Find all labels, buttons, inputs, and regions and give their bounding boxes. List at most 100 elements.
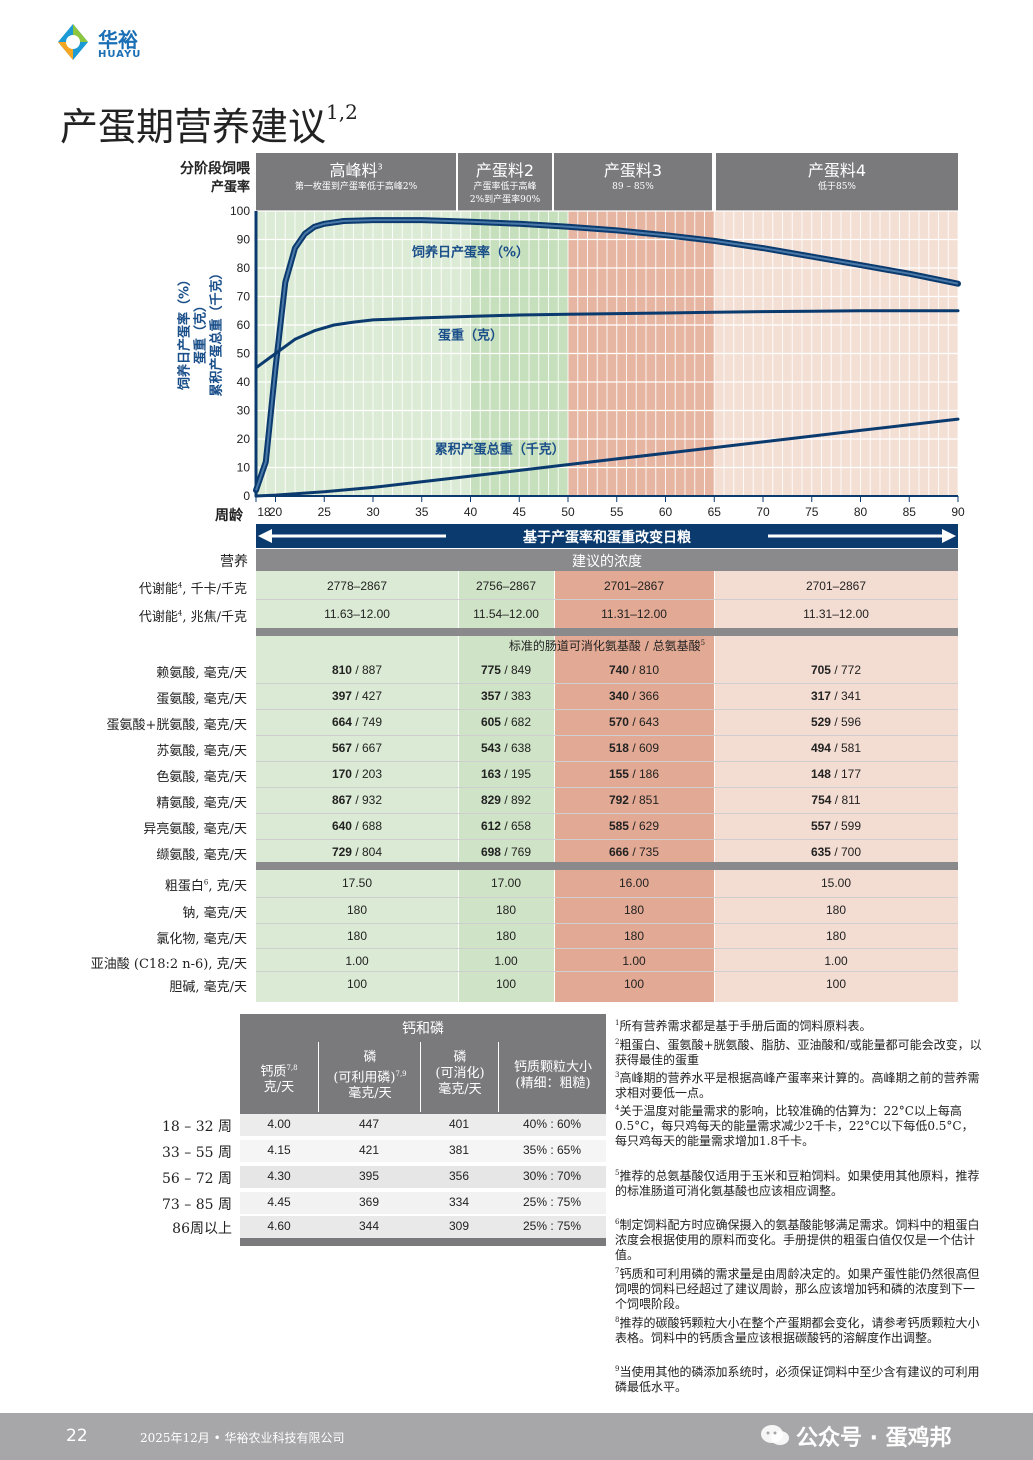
footnote-4: 4关于温度对能量需求的影响，比较准确的估算为：22°C以上每高0.5°C，每只鸡… [615, 1101, 985, 1149]
aa-value: 705 / 772 [810, 663, 862, 677]
ca-h-l2: (可利用磷) [333, 1070, 396, 1086]
aa-value: 729 / 804 [331, 845, 383, 859]
other-row-label: 亚油酸 (C18:2 n-6), 克/天 [90, 957, 247, 972]
ca-row [240, 1192, 606, 1214]
footnote-1: 1所有营养需求都是基于手册后面的饲料原料表。 [615, 1016, 985, 1034]
row-separator [256, 599, 958, 600]
series-line-3 [254, 417, 960, 498]
watermark-text: 公众号 · 蛋鸡邦 [796, 1426, 952, 1451]
energy-label-unit: , 千卡/千克 [182, 582, 247, 597]
y-tick-label: 90 [237, 233, 251, 247]
aa-value: 567 / 667 [331, 741, 383, 755]
energy-value: 2756–2867 [475, 579, 537, 593]
ca-row-label: 86周以上 [172, 1221, 232, 1237]
page-title: 产蛋期营养建议1,2 [60, 96, 358, 151]
ca-value: 25% : 75% [522, 1219, 582, 1233]
energy-label-sup: 4 [177, 581, 183, 590]
other-label-unit: , 克/天 [208, 879, 247, 894]
phase-label-1: 分阶段饲喂 [180, 161, 250, 177]
aa-value: 570 / 643 [608, 715, 660, 729]
ca-value: 30% : 70% [522, 1169, 582, 1183]
digestible-aa: 529 [810, 715, 831, 729]
other-row-label: 胆碱, 毫克/天 [169, 980, 247, 995]
footnote-text: 推荐的碳酸钙颗粒大小在整个产蛋期都会变化，请参考钙质颗粒大小表格。饲料中的钙质含… [615, 1316, 980, 1345]
aa-value: 155 / 186 [608, 767, 660, 781]
other-row-label: 氯化物, 毫克/天 [156, 932, 247, 947]
footnote-number: 4 [615, 1104, 620, 1112]
other-row-label: 粗蛋白6, 克/天 [165, 875, 247, 894]
total-aa: 735 [639, 845, 660, 859]
phase-4-desc: 低于85% [817, 182, 856, 192]
phase-header-4: 产蛋料4 低于85% [716, 153, 958, 211]
row-separator [256, 897, 958, 898]
footnote-text: 推荐的总氨基酸仅适用于玉米和豆粕饲料。如果使用其他原料，推荐的标准肠道可消化氨基… [615, 1169, 980, 1198]
aa-header-sup: 5 [700, 639, 706, 647]
x-tick-label: 40 [464, 505, 478, 519]
footnote-6: 6制定饲料配方时应确保摄入的氨基酸能够满足需求。饲料中的粗蛋白浓度会根据使用的原… [615, 1215, 985, 1263]
energy-row-label: 代谢能4, 千卡/千克 [139, 578, 247, 597]
footer-bar [0, 1413, 1033, 1460]
aa-value: 740 / 810 [608, 663, 660, 677]
other-value: 180 [825, 929, 847, 943]
aa-value: 148 / 177 [810, 767, 862, 781]
series-label: 饲养日产蛋率（%） [411, 245, 529, 261]
aa-value: 775 / 849 [480, 663, 532, 677]
row-separator [256, 787, 958, 788]
total-aa: 804 [362, 845, 383, 859]
total-aa: 177 [841, 767, 862, 781]
other-value: 100 [346, 977, 368, 991]
ca-row [240, 1140, 606, 1162]
other-value: 100 [623, 977, 645, 991]
phase-1-name: 高峰料 [329, 161, 378, 180]
y-tick-label: 60 [237, 318, 251, 332]
other-value: 180 [623, 929, 645, 943]
other-value: 100 [825, 977, 847, 991]
total-aa: 581 [841, 741, 862, 755]
ca-header-cell: 磷 (可消化) 毫克/天 [420, 1042, 499, 1112]
phase-2-name: 产蛋料2 [475, 161, 535, 180]
wechat-icon [761, 1425, 789, 1445]
total-aa: 682 [511, 715, 532, 729]
footnote-text: 制定饲料配方时应确保摄入的氨基酸能够满足需求。饲料中的粗蛋白浓度会根据使用的原料… [615, 1218, 980, 1262]
y-tick-label: 30 [237, 404, 251, 418]
footnote-9: 9当使用其他的磷添加系统时，必须保证饲料中至少含有建议的可利用磷最低水平。 [615, 1362, 985, 1395]
footnote-text: 当使用其他的磷添加系统时，必须保证饲料中至少含有建议的可利用磷最低水平。 [615, 1365, 980, 1394]
total-aa: 195 [511, 767, 532, 781]
aa-value: 792 / 851 [608, 793, 660, 807]
ca-value: 35% : 65% [522, 1143, 582, 1157]
aa-value: 518 / 609 [608, 741, 660, 755]
aa-value: 557 / 599 [810, 819, 862, 833]
digestible-aa: 317 [810, 689, 831, 703]
table-bg-col-3 [554, 571, 714, 1002]
ca-value: 25% : 75% [522, 1195, 582, 1209]
footnote-number: 9 [615, 1365, 620, 1373]
digestible-aa: 585 [608, 819, 629, 833]
total-aa: 849 [511, 663, 532, 677]
other-value: 1.00 [622, 954, 646, 968]
total-aa: 892 [511, 793, 532, 807]
aa-value: 340 / 366 [608, 689, 660, 703]
y-tick-label: 100 [230, 204, 250, 218]
phase-header-2: 产蛋料2 产蛋率低于高峰 2%到产蛋率90% [458, 153, 552, 211]
x-tick-label: 45 [513, 505, 527, 519]
energy-value: 11.63–12.00 [324, 607, 390, 621]
footnote-5: 5推荐的总氨基酸仅适用于玉米和豆粕饲料。如果使用其他原料，推荐的标准肠道可消化氨… [615, 1166, 985, 1199]
left-arrow-icon [258, 529, 446, 543]
aa-value: 163 / 195 [480, 767, 532, 781]
digestible-aa: 775 [480, 663, 501, 677]
total-aa: 811 [841, 793, 861, 807]
x-tick-label: 35 [415, 505, 429, 519]
aa-value: 543 / 638 [480, 741, 532, 755]
footnote-number: 7 [615, 1267, 620, 1275]
series-label: 累积产蛋总重（千克） [435, 441, 565, 457]
energy-value: 11.31–12.00 [601, 607, 667, 621]
footnote-number: 1 [615, 1019, 620, 1027]
footnote-2: 2粗蛋白、蛋氨酸+胱氨酸、脂肪、亚油酸和/或能量都可能会改变，以获得最佳的蛋重 [615, 1035, 985, 1068]
total-aa: 629 [639, 819, 660, 833]
ca-row [240, 1114, 606, 1136]
ca-table-bg [240, 1014, 606, 1114]
ca-value: 401 [448, 1117, 470, 1131]
other-value: 180 [495, 929, 517, 943]
energy-value: 11.54–12.00 [473, 607, 539, 621]
y-tick-label: 10 [237, 461, 251, 475]
